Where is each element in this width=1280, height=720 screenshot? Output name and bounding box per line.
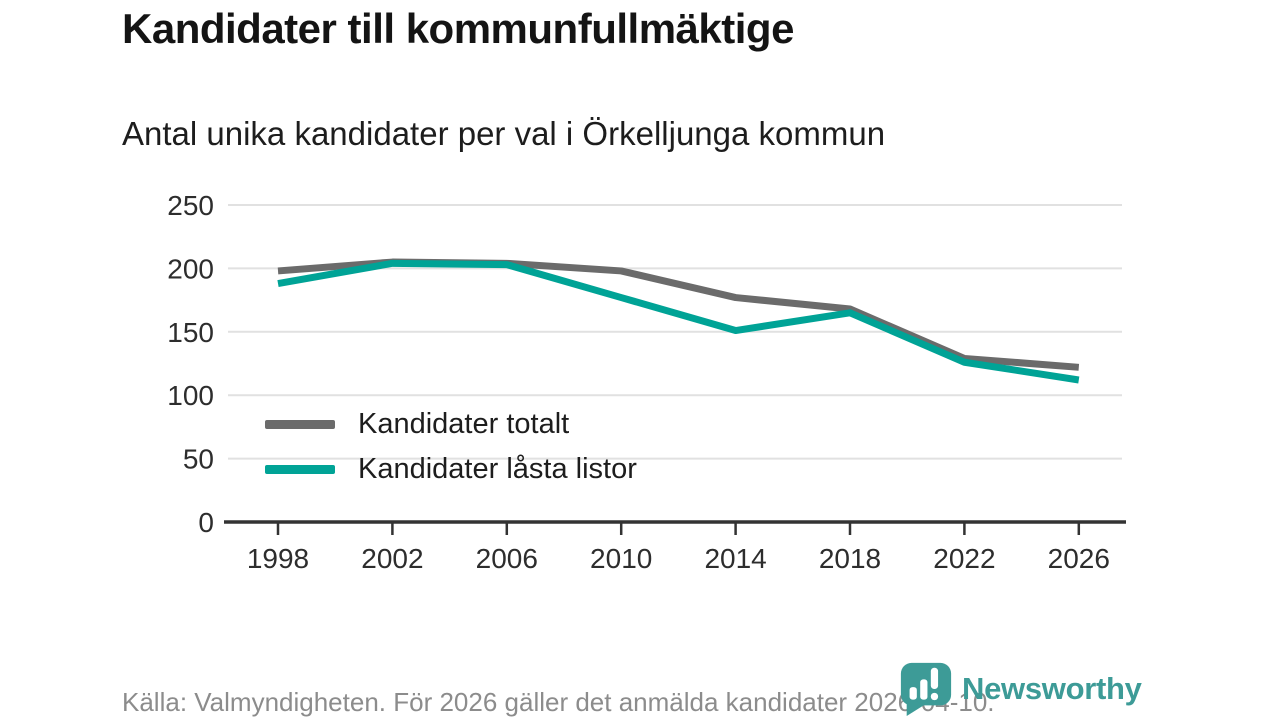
svg-text:50: 50	[183, 444, 214, 475]
svg-text:2026: 2026	[1048, 543, 1110, 574]
newsworthy-logo: Newsworthy	[897, 661, 1142, 717]
svg-text:0: 0	[198, 507, 214, 538]
svg-text:200: 200	[167, 253, 214, 284]
chart-subtitle: Antal unika kandidater per val i Örkellj…	[122, 115, 886, 152]
svg-text:100: 100	[167, 380, 214, 411]
legend-item-total: Kandidater totalt	[265, 408, 569, 440]
svg-text:2006: 2006	[476, 543, 538, 574]
legend-swatch-locked-lists	[265, 464, 335, 474]
svg-text:2022: 2022	[933, 543, 995, 574]
page-title: Kandidater till kommunfullmäktige	[122, 5, 794, 52]
svg-text:2014: 2014	[704, 543, 766, 574]
svg-text:2002: 2002	[361, 543, 423, 574]
svg-text:1998: 1998	[247, 543, 309, 574]
newsworthy-wordmark: Newsworthy	[962, 671, 1142, 706]
legend-item-locked-lists: Kandidater låsta listor	[265, 453, 637, 485]
svg-text:150: 150	[167, 317, 214, 348]
newsworthy-bubble-barchart-icon	[900, 662, 952, 717]
legend-swatch-total	[265, 419, 335, 429]
legend-label-total: Kandidater totalt	[358, 407, 570, 440]
legend-label-locked-lists: Kandidater låsta listor	[358, 452, 637, 485]
svg-text:250: 250	[167, 190, 214, 221]
source-note: Källa: Valmyndigheten. För 2026 gäller d…	[122, 687, 995, 717]
svg-text:2018: 2018	[819, 543, 881, 574]
svg-text:2010: 2010	[590, 543, 652, 574]
